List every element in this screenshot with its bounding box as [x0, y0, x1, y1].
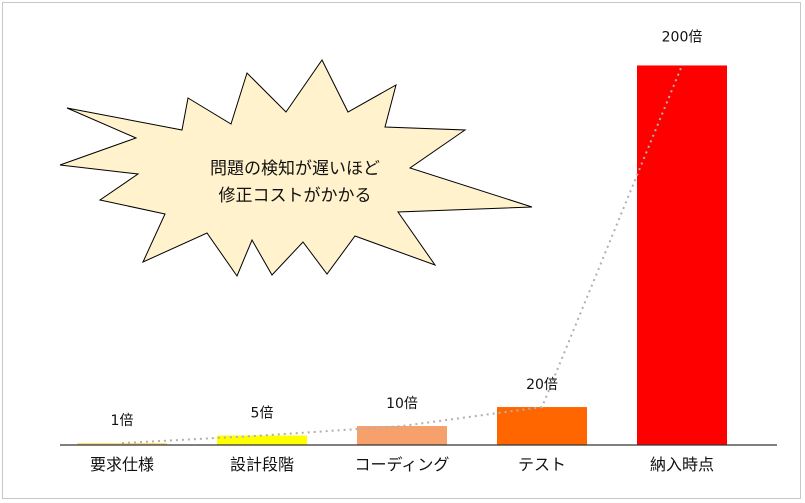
bars-group: [77, 65, 727, 445]
data-label-1: 1倍: [111, 413, 134, 429]
callout-line-1: 問題の検知が遅いほど: [210, 159, 380, 179]
callout-burst: 問題の検知が遅いほど 修正コストがかかる: [59, 59, 533, 278]
category-label-2: 設計段階: [230, 455, 294, 474]
data-label-5: 200倍: [662, 29, 703, 45]
category-label-3: コーディング: [355, 455, 450, 474]
category-labels-group: 要求仕様 設計段階 コーディング テスト 納入時点: [90, 455, 714, 474]
data-label-4: 20倍: [526, 377, 558, 393]
bar-3: [357, 426, 447, 445]
explosion-shape: [59, 59, 533, 278]
bar-4: [497, 407, 587, 445]
category-label-5: 納入時点: [650, 455, 714, 474]
category-label-1: 要求仕様: [90, 455, 154, 474]
bar-1: [77, 443, 167, 445]
bar-5: [637, 65, 727, 445]
callout-line-2: 修正コストがかかる: [219, 186, 372, 206]
category-label-4: テスト: [518, 455, 566, 474]
data-label-3: 10倍: [386, 396, 418, 412]
data-label-2: 5倍: [251, 406, 274, 422]
data-labels-group: 1倍 5倍 10倍 20倍 200倍: [111, 29, 703, 429]
bar-2: [217, 435, 307, 445]
